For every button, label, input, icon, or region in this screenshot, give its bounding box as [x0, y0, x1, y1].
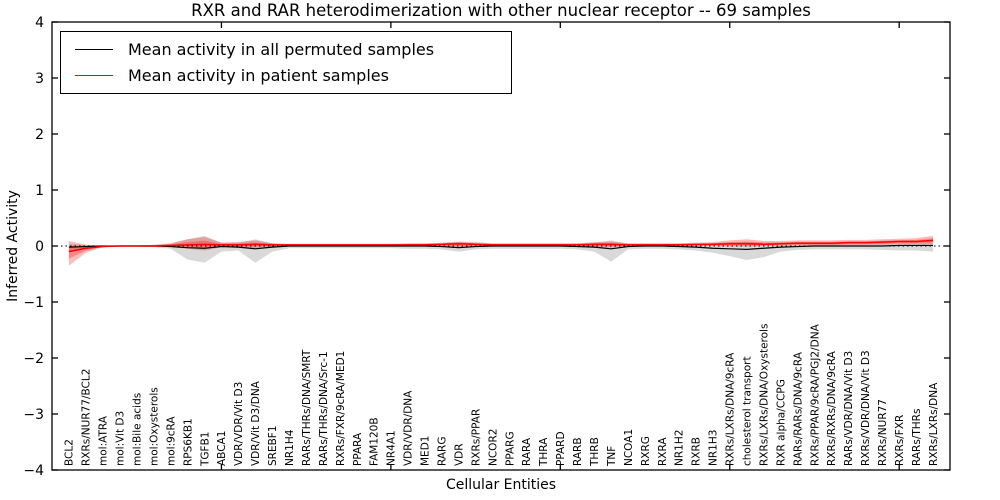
x-category-label: VDR/VDR/DNA	[403, 390, 415, 466]
x-category-label: SREBF1	[267, 425, 279, 466]
x-category-label: mol:Oxysterols	[148, 387, 160, 466]
permuted-line	[68, 244, 934, 250]
x-category-label: BCL2	[64, 439, 76, 466]
x-category-label: RXRs/RXRs/DNA/9cRA	[826, 350, 838, 466]
x-axis-title: Cellular Entities	[445, 477, 557, 493]
x-category-label: RXR alpha/CCPG	[775, 379, 787, 466]
patient-band	[68, 235, 934, 266]
y-tick-label: −3	[23, 407, 44, 423]
x-category-label: VDR	[453, 443, 465, 466]
x-category-label: RARs/VDR/DNA/Vit D3	[843, 351, 855, 466]
permuted-band	[68, 235, 934, 263]
x-category-label: RARs/RARs/DNA/9cRA	[792, 351, 804, 466]
patient-line-swatch	[75, 75, 113, 77]
legend-item-permuted: Mean activity in all permuted samples	[61, 40, 511, 59]
y-tick-label: 0	[35, 239, 44, 255]
x-category-label: RXRs/NUR77	[877, 399, 889, 466]
permuted-line-swatch	[75, 48, 113, 50]
x-category-label: mol:ATRA	[98, 415, 110, 466]
x-category-label: cholesterol transport	[741, 356, 753, 466]
x-category-label: THRA	[538, 437, 550, 467]
x-category-label: NCOA1	[623, 429, 635, 466]
y-tick-label: −2	[23, 351, 44, 367]
x-category-label: NR4A1	[386, 430, 398, 466]
legend-label-patient: Mean activity in patient samples	[128, 66, 389, 86]
x-category-label: RARB	[572, 437, 584, 466]
x-category-label: RXRs/FXR	[894, 415, 906, 466]
x-category-label: TGFB1	[199, 432, 211, 467]
y-tick-label: 3	[35, 71, 44, 87]
x-category-label: RARs/THRs	[911, 409, 923, 466]
y-tick-label: −4	[23, 463, 44, 479]
x-category-label: TNF	[606, 446, 618, 467]
y-tick-label: 2	[35, 127, 44, 143]
x-category-label: RXRs/FXR/9cRA/MED1	[335, 351, 347, 466]
x-category-label: PPARD	[555, 431, 567, 466]
x-category-label: ABCA1	[216, 431, 228, 466]
x-category-label: VDR/VDR/Vit D3	[233, 382, 245, 466]
x-category-label: FAM120B	[369, 417, 381, 466]
x-category-label: mol:9cRA	[165, 416, 177, 466]
y-tick-label: 1	[35, 183, 44, 199]
x-category-label: VDR/Vit D3/DNA	[250, 380, 262, 466]
patient-line	[68, 239, 934, 253]
x-category-label: PPARA	[352, 432, 364, 466]
x-category-label: RXRB	[691, 437, 703, 466]
x-category-label: MED1	[420, 436, 432, 466]
x-category-label: mol:Bile acids	[132, 393, 144, 466]
x-category-label: NR1H4	[284, 429, 296, 466]
chart-title: RXR and RAR heterodimerization with othe…	[191, 1, 811, 20]
x-category-label: RARA	[521, 437, 533, 466]
x-category-label: RARs/THRs/DNA/SMRT	[301, 349, 313, 466]
x-category-label: NR1H3	[708, 430, 720, 466]
x-category-label: RARs/THRs/DNA/Src-1	[318, 351, 330, 466]
x-category-label: RXRs/PPAR/9cRA/PGJ2/DNA	[809, 323, 821, 466]
legend: Mean activity in all permuted samples Me…	[60, 31, 512, 94]
y-axis-title: Inferred Activity	[5, 190, 21, 302]
x-category-label: RXRs/LXRs/DNA/Oxysterols	[758, 324, 770, 466]
patient-band-inner	[68, 238, 934, 259]
x-category-label: RXRs/PPAR	[470, 409, 482, 466]
x-category-label: THRB	[589, 437, 601, 467]
x-category-label: RXRs/NUR77/BCL2	[81, 369, 93, 466]
x-category-label: PPARG	[504, 431, 516, 466]
y-tick-label: 4	[35, 15, 44, 31]
legend-label-permuted: Mean activity in all permuted samples	[128, 39, 435, 59]
x-category-label: NCOR2	[487, 429, 499, 466]
x-category-label: RXRs/LXRs/DNA	[928, 382, 940, 466]
x-category-label: mol:Vit D3	[115, 411, 127, 466]
y-tick-label: −1	[23, 295, 44, 311]
x-category-label: NR1H2	[674, 430, 686, 466]
x-category-label: RXRs/VDR/DNA/Vit D3	[860, 350, 872, 466]
x-category-label: RXRs/LXRs/DNA/9cRA	[725, 352, 737, 466]
x-category-label: RXRA	[657, 437, 669, 466]
x-category-label: RXRG	[640, 436, 652, 466]
legend-item-patient: Mean activity in patient samples	[61, 66, 511, 85]
x-category-label: RARG	[436, 437, 448, 467]
x-category-label: RPS6KB1	[182, 418, 194, 466]
